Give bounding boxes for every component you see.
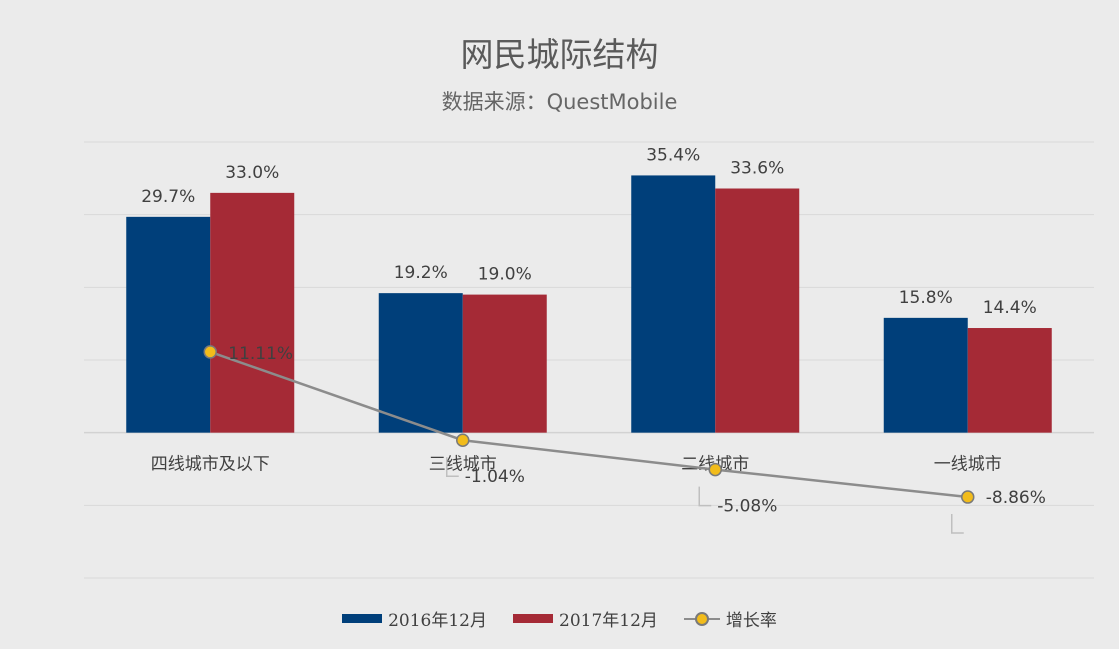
legend-item-growth[interactable]: 增长率 [683,606,777,631]
legend-item-2017[interactable]: 2017年12月 [513,606,658,631]
bar-2016 [631,175,716,433]
growth-point [708,462,722,477]
bar-value-label: 33.6% [730,159,784,179]
category-label: 四线城市及以下 [151,455,270,475]
bar-2016 [378,293,463,433]
leader-line [951,514,964,534]
bar-2016 [883,317,968,433]
bar-value-label: 33.0% [225,163,279,183]
growth-value-label: 11.11% [228,344,293,364]
legend-item-2016[interactable]: 2016年12月 [342,606,487,631]
bar-2016 [126,216,211,433]
bars [126,175,1052,433]
growth-point [961,490,975,504]
category-label: 一线城市 [934,455,1002,475]
category-labels: 四线城市及以下三线城市二线城市一线城市 [151,455,1002,475]
leader-line [698,486,712,507]
legend-swatch-2017 [513,614,553,623]
chart-title: 网民城际结构 [460,35,659,74]
bar-2017 [715,188,800,433]
bar-value-label: 35.4% [646,145,700,165]
bar-2017 [462,294,547,433]
leader-line [446,457,459,477]
legend-line-marker-icon [683,611,720,626]
legend-label-2016: 2016年12月 [388,611,487,631]
bar-value-label: 19.2% [394,263,448,283]
legend-label-2017: 2017年12月 [559,611,658,631]
growth-value-label: -5.08% [717,497,777,517]
growth-line [203,345,975,534]
growth-line-path [209,350,968,499]
legend-swatch-2016 [342,614,383,623]
bar-2017 [967,328,1052,433]
growth-point [203,345,217,359]
bar-value-label: 14.4% [983,298,1037,318]
data-labels: 29.7% 33.0% 19.2% 19.0% 35.4% 33.6% 15.8% 14.4%… [141,145,1046,516]
bar-value-label: 19.0% [478,265,532,285]
growth-value-label: -8.86% [986,488,1046,508]
bar-value-label: 29.7% [141,187,195,207]
bar-2017 [210,192,295,433]
legend: 2016年12月 2017年12月 增长率 [0,606,1119,631]
growth-point [456,433,470,447]
chart-subtitle: 数据来源：QuestMobile [441,90,678,114]
growth-value-label: -1.04% [465,467,525,487]
legend-label-growth: 增长率 [725,611,777,631]
category-label: 三线城市 [429,455,497,475]
bar-value-label: 15.8% [899,288,953,308]
